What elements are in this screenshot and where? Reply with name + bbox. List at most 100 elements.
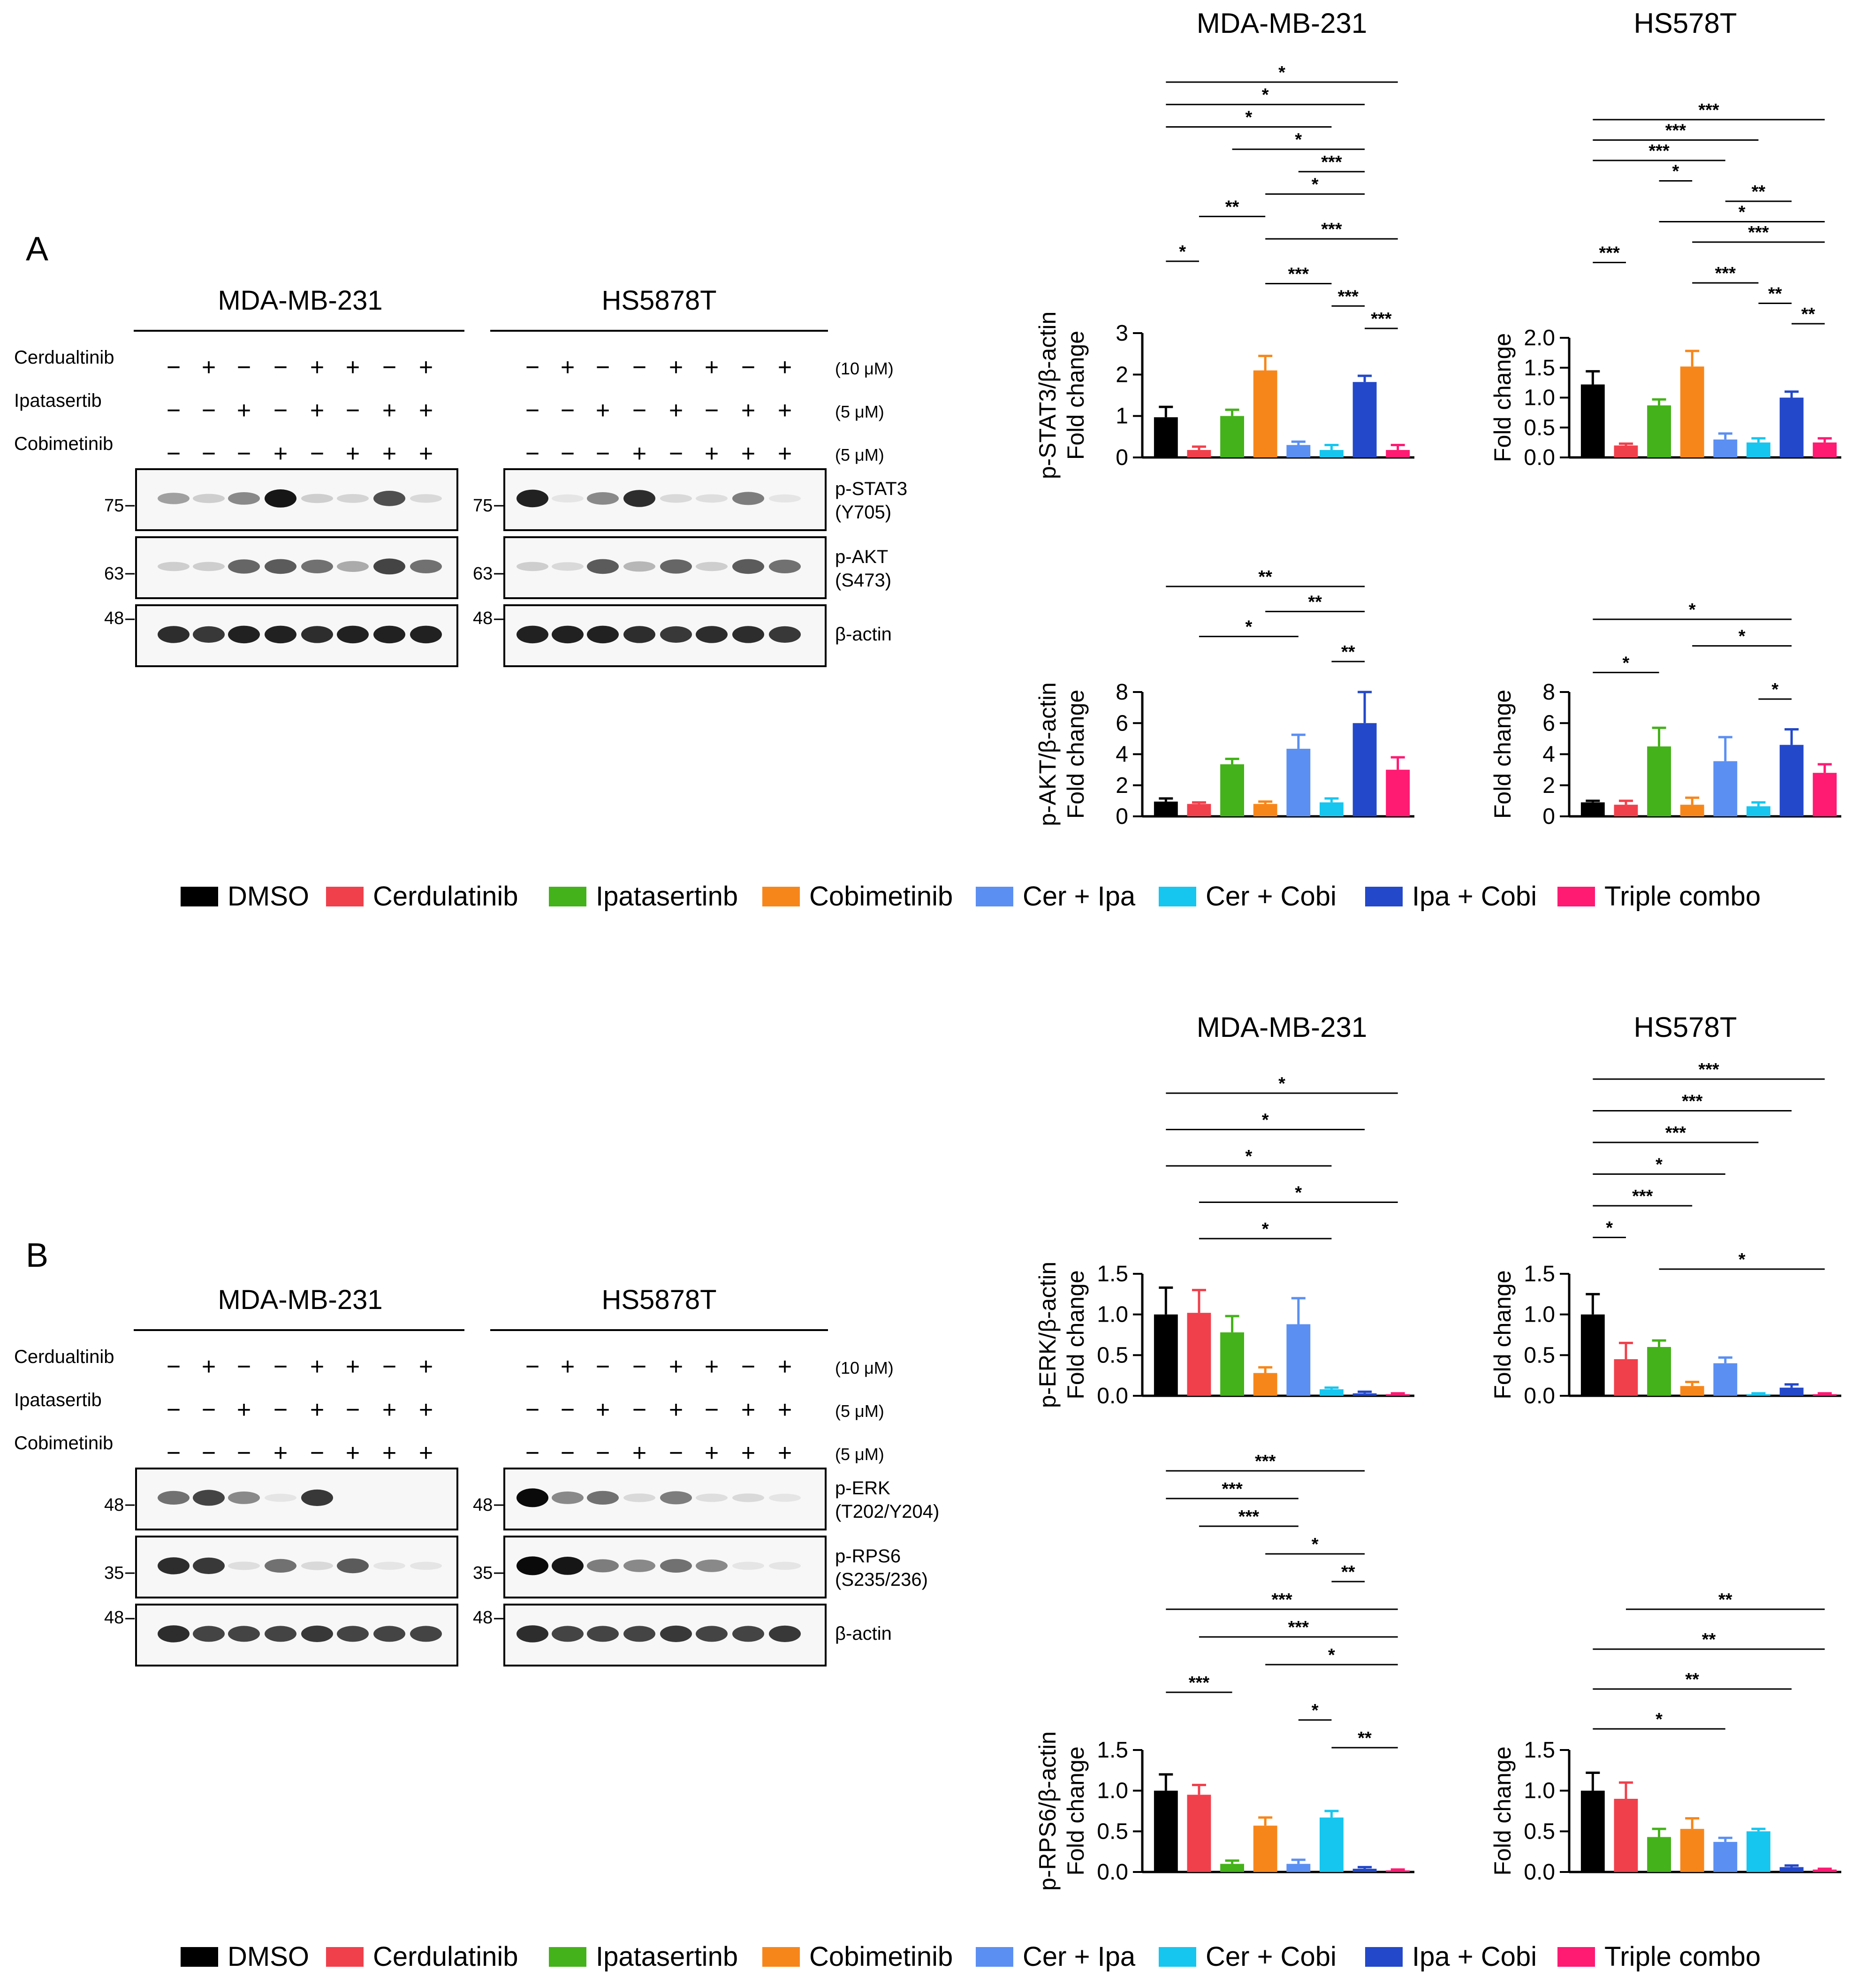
legend-item: Triple combo xyxy=(1557,1941,1761,1972)
blot-band xyxy=(732,559,764,574)
significance-label: * xyxy=(1245,107,1252,127)
legend-label: Cer + Cobi xyxy=(1206,881,1337,912)
treatment-sign: − xyxy=(167,1439,181,1467)
y-axis-label: Fold change xyxy=(1063,1270,1089,1399)
blot-row-label: p-STAT3 xyxy=(835,479,907,499)
blot-band xyxy=(516,625,548,644)
y-tick-label: 6 xyxy=(1542,711,1555,736)
blot-band xyxy=(623,1626,655,1642)
blot-row-label: p-ERK xyxy=(835,1478,890,1499)
blot-band xyxy=(552,494,584,502)
bar xyxy=(1352,382,1377,457)
treatment-sign: + xyxy=(778,1439,792,1467)
legend-swatch xyxy=(1159,1947,1196,1967)
treatment-sign: − xyxy=(525,1353,539,1380)
bar xyxy=(1253,804,1277,816)
legend-label: Cer + Ipa xyxy=(1023,881,1136,912)
blot-band xyxy=(516,1625,548,1643)
y-tick-label: 1.0 xyxy=(1524,1302,1555,1327)
significance-label: * xyxy=(1312,175,1319,195)
legend-swatch xyxy=(1159,887,1196,906)
blot-band xyxy=(587,1491,619,1505)
blot-band xyxy=(373,491,405,506)
blot-row-label: p-RPS6 xyxy=(835,1546,901,1567)
treatment-sign: + xyxy=(419,354,433,381)
significance-label: * xyxy=(1623,653,1630,673)
significance-label: ** xyxy=(1702,1630,1716,1650)
treatment-sign: + xyxy=(382,397,396,424)
treatment-sign: − xyxy=(561,397,575,424)
bar xyxy=(1713,1841,1738,1872)
blot-band xyxy=(696,626,728,643)
blot-band xyxy=(228,559,260,574)
treatment-sign: − xyxy=(669,1439,683,1467)
blot-band xyxy=(301,1489,333,1506)
treatment-name: Cerdualtinib xyxy=(14,1347,114,1367)
legend-item: Triple combo xyxy=(1557,881,1761,912)
legend-label: Ipa + Cobi xyxy=(1412,881,1537,912)
blot-band xyxy=(660,1491,692,1505)
legend-item: Cer + Ipa xyxy=(976,1941,1136,1972)
blot-band xyxy=(552,1626,584,1642)
treatment-sign: + xyxy=(382,1439,396,1467)
bar xyxy=(1320,802,1344,816)
significance-label: * xyxy=(1245,617,1252,637)
bar xyxy=(1386,1394,1410,1396)
significance-label: * xyxy=(1739,627,1746,647)
blot-band xyxy=(769,494,801,502)
treatment-concentration: (10 μM) xyxy=(835,359,894,378)
treatment-sign: + xyxy=(419,1439,433,1467)
bar xyxy=(1747,806,1770,816)
blot-band xyxy=(410,559,442,573)
treatment-concentration: (5 μM) xyxy=(835,402,884,421)
y-tick-label: 2 xyxy=(1542,773,1555,798)
treatment-sign: + xyxy=(741,1439,755,1467)
treatment-sign: + xyxy=(310,397,324,424)
treatment-sign: − xyxy=(561,1439,575,1467)
significance-label: *** xyxy=(1665,1123,1686,1143)
chart-title: MDA-MB-231 xyxy=(1197,8,1367,39)
legend-swatch xyxy=(762,1947,800,1967)
treatment-sign: − xyxy=(525,440,539,467)
blot-band xyxy=(410,1626,442,1642)
bar xyxy=(1580,1790,1605,1872)
treatment-sign: + xyxy=(561,1353,575,1380)
legend-label: Ipatasertinb xyxy=(596,1941,738,1972)
bar xyxy=(1253,1373,1277,1396)
treatment-sign: − xyxy=(561,1396,575,1423)
blot-band xyxy=(373,1561,405,1570)
treatment-sign: + xyxy=(419,440,433,467)
blot-band xyxy=(337,561,369,572)
y-tick-label: 1.0 xyxy=(1524,386,1555,411)
treatment-sign: + xyxy=(778,354,792,381)
treatment-sign: − xyxy=(525,1439,539,1467)
legend-swatch xyxy=(976,1947,1013,1967)
y-tick-label: 0.0 xyxy=(1097,1384,1128,1408)
treatment-sign: + xyxy=(778,1353,792,1380)
treatment-sign: + xyxy=(632,1439,646,1467)
panel-letter-a: A xyxy=(26,230,48,268)
y-tick-label: 1 xyxy=(1116,404,1128,429)
bar xyxy=(1614,805,1638,816)
legend-swatch xyxy=(1365,1947,1403,1967)
significance-label: *** xyxy=(1271,1590,1292,1610)
treatment-sign: + xyxy=(669,1396,683,1423)
y-tick-label: 2 xyxy=(1116,773,1128,798)
treatment-sign: − xyxy=(310,440,324,467)
legend-swatch xyxy=(549,887,586,906)
legend-swatch xyxy=(762,887,800,906)
blot-band xyxy=(660,494,692,503)
treatment-sign: + xyxy=(596,1396,610,1423)
blot-band xyxy=(158,1557,190,1575)
legend-item: Ipatasertinb xyxy=(549,1941,738,1972)
blot-band xyxy=(301,1561,333,1570)
legend-swatch xyxy=(1557,1947,1595,1967)
y-tick-label: 0.5 xyxy=(1524,1819,1555,1844)
blot-band xyxy=(587,625,619,644)
blot-band xyxy=(265,1559,296,1573)
blot-band xyxy=(552,1557,584,1575)
legend-row: DMSO Cerdulatinib Ipatasertinb Cobimetinib C… xyxy=(181,1941,1761,1972)
significance-label: *** xyxy=(1665,121,1686,141)
bar xyxy=(1253,1826,1277,1872)
